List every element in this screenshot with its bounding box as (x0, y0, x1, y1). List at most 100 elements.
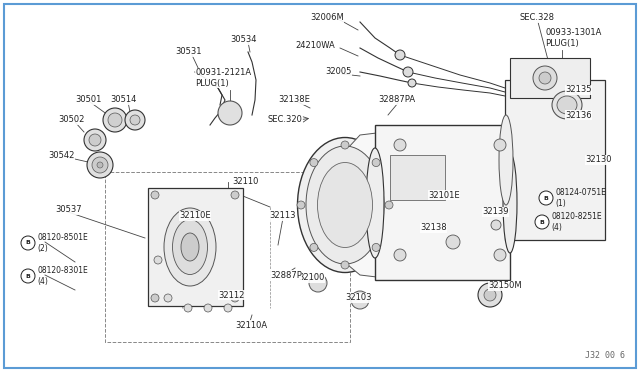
Circle shape (97, 162, 103, 168)
Circle shape (478, 283, 502, 307)
Circle shape (21, 269, 35, 283)
Bar (375, 125, 510, 280)
Ellipse shape (557, 96, 577, 114)
Text: 32110E: 32110E (179, 212, 211, 221)
Text: 32103: 32103 (345, 294, 371, 302)
Circle shape (108, 113, 122, 127)
Text: 32135: 32135 (565, 86, 591, 94)
Text: 32113: 32113 (269, 212, 296, 221)
Text: 30514: 30514 (110, 96, 136, 105)
Text: 32136: 32136 (565, 110, 591, 119)
Text: 32005: 32005 (325, 67, 351, 77)
Bar (505, 80, 605, 240)
Circle shape (539, 72, 551, 84)
Circle shape (484, 289, 496, 301)
Ellipse shape (503, 153, 517, 253)
Circle shape (87, 152, 113, 178)
Circle shape (403, 67, 413, 77)
Circle shape (533, 66, 557, 90)
Circle shape (341, 141, 349, 149)
Circle shape (446, 235, 460, 249)
Circle shape (151, 191, 159, 199)
Ellipse shape (499, 115, 513, 205)
Ellipse shape (164, 208, 216, 286)
Circle shape (385, 201, 393, 209)
Circle shape (21, 236, 35, 250)
Text: 08120-8501E
(2): 08120-8501E (2) (37, 233, 88, 253)
Circle shape (89, 134, 101, 146)
Circle shape (92, 157, 108, 173)
Text: 30534: 30534 (230, 35, 257, 45)
Text: 24210WA: 24210WA (295, 41, 335, 49)
Text: 32887P: 32887P (270, 270, 302, 279)
Circle shape (351, 291, 369, 309)
Circle shape (494, 249, 506, 261)
Ellipse shape (552, 91, 582, 119)
Circle shape (539, 191, 553, 205)
Circle shape (164, 294, 172, 302)
Text: B: B (26, 273, 31, 279)
Circle shape (494, 139, 506, 151)
Text: 32150M: 32150M (488, 282, 522, 291)
Text: B: B (540, 219, 545, 224)
Circle shape (231, 294, 239, 302)
Circle shape (309, 274, 327, 292)
Ellipse shape (366, 148, 384, 258)
Polygon shape (340, 132, 385, 278)
Text: SEC.328: SEC.328 (520, 13, 555, 22)
Bar (390, 155, 445, 200)
Bar (105, 172, 350, 342)
Text: 32112: 32112 (218, 291, 244, 299)
Text: 08120-8251E
(4): 08120-8251E (4) (551, 212, 602, 232)
Circle shape (372, 158, 380, 167)
Circle shape (130, 115, 140, 125)
Text: 32130: 32130 (585, 155, 611, 164)
Text: 30531: 30531 (175, 48, 202, 57)
Circle shape (154, 256, 162, 264)
Circle shape (372, 243, 380, 251)
Circle shape (297, 201, 305, 209)
Circle shape (224, 304, 232, 312)
Circle shape (103, 108, 127, 132)
Text: 32138E: 32138E (278, 96, 310, 105)
Circle shape (535, 215, 549, 229)
Circle shape (310, 243, 318, 251)
Text: 08124-0751E
(1): 08124-0751E (1) (555, 188, 606, 208)
Text: 30502: 30502 (58, 115, 84, 125)
Circle shape (408, 79, 416, 87)
Ellipse shape (298, 138, 392, 273)
Text: 32887PA: 32887PA (378, 96, 415, 105)
Circle shape (231, 191, 239, 199)
Circle shape (84, 129, 106, 151)
Text: 30537: 30537 (55, 205, 82, 215)
Text: 32138: 32138 (420, 224, 447, 232)
Bar (510, 58, 590, 98)
Text: SEC.320: SEC.320 (268, 115, 303, 125)
Circle shape (395, 50, 405, 60)
Text: 32101E: 32101E (428, 190, 460, 199)
Text: B: B (26, 241, 31, 246)
Text: 32100: 32100 (298, 273, 324, 282)
Circle shape (394, 139, 406, 151)
Bar (148, 188, 243, 306)
Text: 32006M: 32006M (310, 13, 344, 22)
Ellipse shape (317, 163, 372, 247)
Text: 32110A: 32110A (235, 321, 267, 330)
Ellipse shape (181, 233, 199, 261)
Ellipse shape (306, 146, 384, 264)
Circle shape (394, 249, 406, 261)
Circle shape (151, 294, 159, 302)
Text: 30542: 30542 (48, 151, 74, 160)
Text: J32 00 6: J32 00 6 (585, 351, 625, 360)
Circle shape (184, 304, 192, 312)
Circle shape (218, 101, 242, 125)
Circle shape (491, 220, 501, 230)
Text: 08120-8301E
(4): 08120-8301E (4) (37, 266, 88, 286)
Text: 00933-1301A
PLUG(1): 00933-1301A PLUG(1) (545, 28, 602, 48)
Text: 30501: 30501 (75, 96, 101, 105)
Circle shape (125, 110, 145, 130)
Text: 32110: 32110 (232, 177, 258, 186)
Text: 00931-2121A
PLUG(1): 00931-2121A PLUG(1) (195, 68, 251, 88)
Circle shape (204, 304, 212, 312)
Text: 32139: 32139 (482, 208, 509, 217)
